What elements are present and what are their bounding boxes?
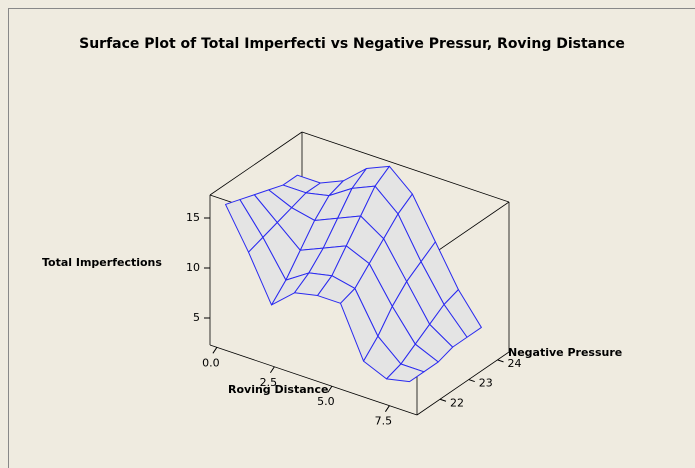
x-tick [212, 347, 218, 354]
x-tick [327, 385, 333, 393]
y-tick [439, 398, 447, 402]
z-tick-label: 5 [193, 311, 200, 324]
y-tick-label: 24 [508, 357, 522, 370]
x-tick-label: 2.5 [260, 376, 278, 389]
x-tick-label: 0.0 [202, 356, 220, 369]
x-tick-label: 5.0 [317, 395, 335, 408]
x-axis-label: Roving Distance [228, 383, 328, 396]
z-tick-label: 10 [186, 261, 200, 274]
y-tick [468, 379, 475, 383]
surface-patch [386, 363, 425, 383]
z-axis-label: Total Imperfections [42, 256, 162, 269]
x-tick [269, 366, 275, 374]
z-tick-label: 15 [186, 211, 200, 224]
box-edge [209, 131, 303, 196]
y-tick-label: 22 [450, 396, 464, 409]
x-tick-label: 7.5 [375, 415, 393, 428]
box-edge [301, 131, 510, 203]
x-tick [384, 405, 390, 412]
chart-title: Surface Plot of Total Imperfecti vs Nega… [79, 36, 625, 52]
y-tick-label: 23 [479, 377, 493, 390]
box-edge [209, 344, 418, 416]
box-edge [416, 351, 510, 416]
y-axis-label: Negative Pressure [508, 346, 622, 359]
y-tick [497, 359, 504, 363]
